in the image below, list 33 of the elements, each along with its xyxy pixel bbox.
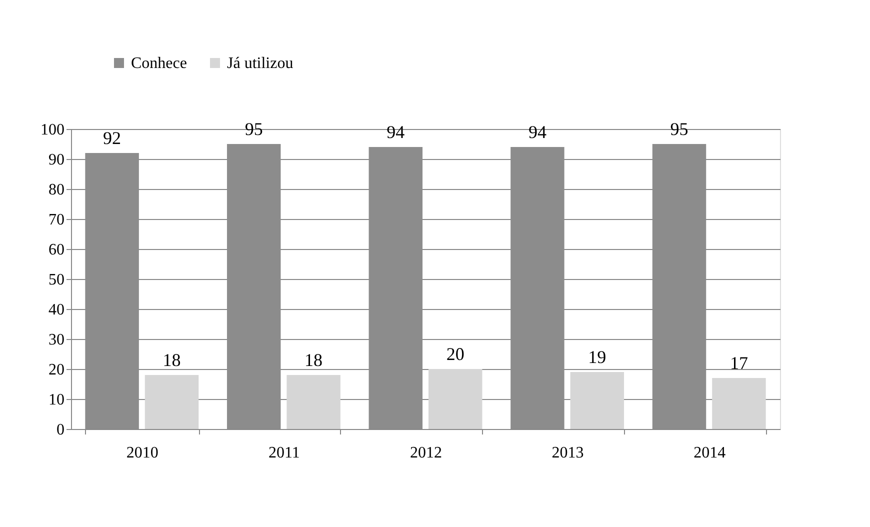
x-tick-label: 2011	[268, 444, 300, 462]
data-label: 19	[588, 347, 606, 367]
legend-label: Conhece	[131, 55, 187, 72]
data-label: 94	[528, 122, 546, 142]
bar	[428, 369, 482, 429]
y-tick-label: 80	[48, 182, 64, 198]
x-tick-label: 2014	[694, 444, 726, 462]
data-label: 95	[244, 119, 263, 139]
data-label: 17	[730, 353, 748, 373]
y-tick-label: 60	[48, 242, 64, 258]
y-tick-label: 100	[40, 122, 64, 138]
data-label: 94	[386, 122, 405, 142]
x-tick-label: 2013	[552, 444, 584, 462]
legend-label: Já utilizou	[227, 55, 294, 72]
x-tick-label: 2012	[410, 444, 442, 462]
y-tick-label: 30	[48, 332, 64, 348]
y-tick-label: 50	[48, 272, 64, 288]
bar	[286, 375, 340, 429]
y-tick-label: 0	[56, 422, 64, 438]
data-label: 95	[670, 119, 688, 139]
y-tick-label: 90	[48, 152, 64, 168]
y-tick-label: 20	[48, 362, 64, 378]
data-label: 18	[304, 350, 323, 370]
y-tick-label: 40	[48, 302, 64, 318]
y-tick-label: 70	[48, 212, 64, 228]
bar	[570, 372, 624, 429]
bar	[144, 375, 199, 429]
data-label: 20	[446, 344, 464, 364]
bar	[712, 378, 766, 429]
x-tick-label: 2010	[126, 444, 158, 462]
data-label: 92	[103, 128, 122, 148]
y-tick-label: 10	[48, 392, 64, 408]
data-label: 18	[162, 350, 181, 370]
